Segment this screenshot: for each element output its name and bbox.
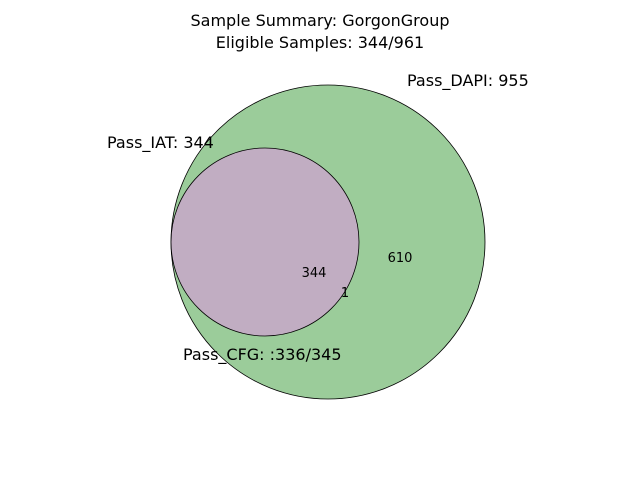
title-line-2: Eligible Samples: 344/961 bbox=[215, 33, 425, 52]
region-count-dapi-only: 610 bbox=[388, 251, 413, 266]
set-label-pass-iat: Pass_IAT: 344 bbox=[107, 133, 214, 153]
region-count-small: 1 bbox=[341, 286, 349, 301]
title-line-1: Sample Summary: GorgonGroup bbox=[190, 11, 450, 30]
region-count-iat-dapi: 344 bbox=[302, 266, 327, 281]
set-circle-pass-iat bbox=[170, 147, 360, 337]
set-label-pass-dapi: Pass_DAPI: 955 bbox=[407, 71, 529, 91]
set-label-pass-cfg: Pass_CFG: :336/345 bbox=[183, 345, 342, 365]
